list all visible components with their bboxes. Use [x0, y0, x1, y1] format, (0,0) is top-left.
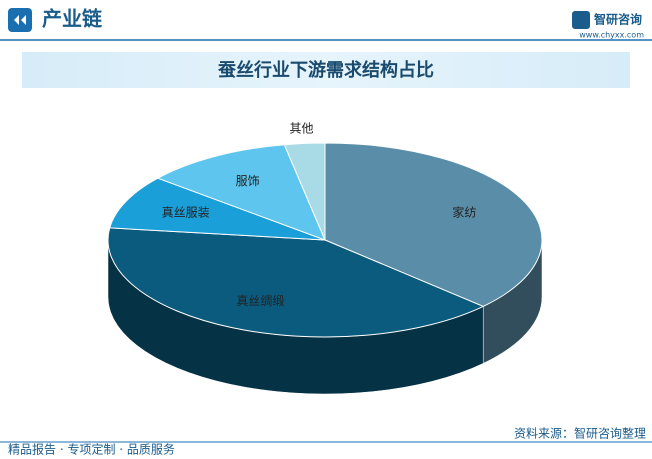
section-icon-arrows [14, 15, 26, 25]
slice-label: 服饰 [236, 174, 260, 188]
slice [324, 142, 543, 307]
slice [107, 227, 485, 338]
footer-slogan: 精品报告 · 专项定制 · 品质服务 [8, 442, 175, 457]
slice-label: 其他 [290, 121, 314, 135]
slice [109, 177, 326, 241]
section-title: 产业链 [42, 7, 103, 31]
slice-label: 真丝服装 [162, 206, 210, 220]
slice-label: 家纺 [452, 205, 476, 220]
brand-url: www.chyxx.com [579, 31, 644, 40]
section-icon [8, 8, 32, 32]
source-note: 资料来源：智研咨询整理 [514, 426, 646, 441]
brand-logo [572, 11, 590, 29]
chart-title: 蚕丝行业下游需求结构占比 [217, 59, 434, 81]
title-band [22, 52, 630, 88]
slice [156, 144, 326, 241]
brand-name: 智研咨询 [593, 12, 642, 27]
slice-label: 真丝绸缎 [236, 293, 284, 308]
slice [283, 142, 326, 241]
